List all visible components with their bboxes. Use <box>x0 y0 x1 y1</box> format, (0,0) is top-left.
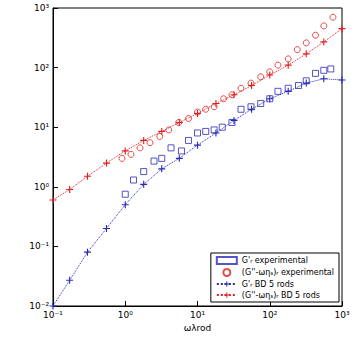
svg-text:G'ᵣ experimental: G'ᵣ experimental <box>242 256 308 265</box>
svg-text:10³: 10³ <box>334 310 349 320</box>
svg-text:10¹: 10¹ <box>190 310 205 320</box>
svg-text:10⁻¹: 10⁻¹ <box>43 310 63 320</box>
svg-text:10⁰: 10⁰ <box>118 310 133 320</box>
svg-text:(G''-ωηₛ)ᵣ experimental: (G''-ωηₛ)ᵣ experimental <box>242 268 334 277</box>
svg-text:10⁻¹: 10⁻¹ <box>29 241 49 251</box>
svg-text:(G''-ωηₛ)ᵣ BD 5 rods: (G''-ωηₛ)ᵣ BD 5 rods <box>242 291 320 300</box>
svg-text:10⁰: 10⁰ <box>34 182 49 192</box>
svg-text:10²: 10² <box>262 310 277 320</box>
svg-text:10²: 10² <box>34 63 49 73</box>
svg-text:10¹: 10¹ <box>34 122 49 132</box>
svg-text:G'ᵣ BD 5 rods: G'ᵣ BD 5 rods <box>242 280 294 289</box>
svg-text:10³: 10³ <box>34 3 49 13</box>
svg-text:10⁻²: 10⁻² <box>29 301 49 311</box>
svg-text:ωλrod: ωλrod <box>184 323 212 333</box>
